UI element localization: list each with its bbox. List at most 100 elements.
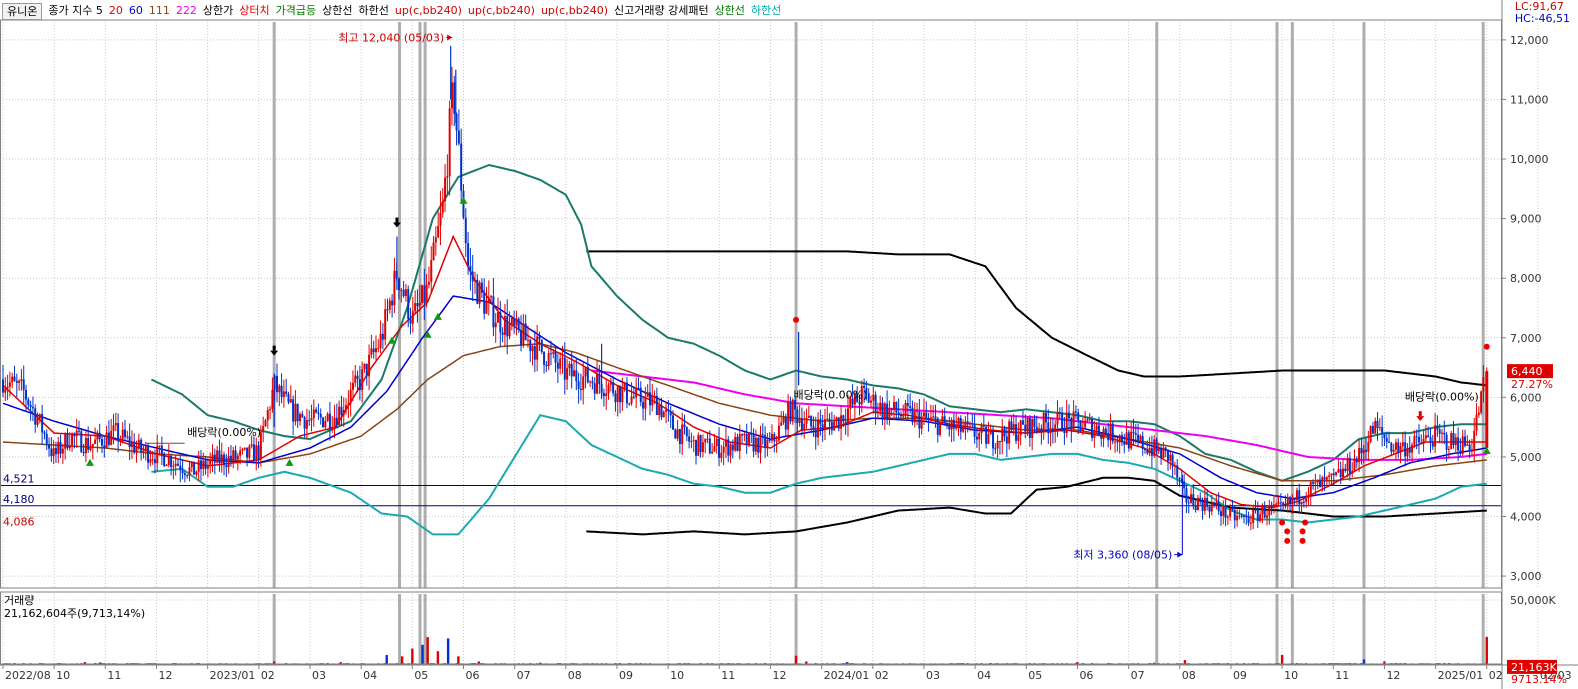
legend-item[interactable]: 111 — [148, 4, 170, 17]
candle-body — [596, 373, 599, 394]
candle-body — [296, 403, 299, 422]
legend-item[interactable]: 상한가 — [202, 4, 234, 17]
candle-body — [107, 432, 110, 445]
candle-body — [124, 429, 127, 438]
candle-body — [835, 417, 838, 422]
legend-item[interactable]: 60 — [128, 4, 143, 17]
y-tick-label: 5,000 — [1510, 451, 1542, 464]
event-line — [272, 22, 276, 588]
candle-body — [520, 329, 523, 346]
candle-body — [1367, 442, 1370, 452]
candle-body — [133, 441, 136, 453]
candle-body — [918, 410, 921, 429]
candle-body — [266, 410, 269, 421]
candle-body — [361, 369, 364, 391]
candle-body — [1084, 420, 1087, 428]
candle-body — [59, 442, 62, 454]
candle-body — [365, 363, 368, 377]
candle-body — [1362, 449, 1365, 454]
candle-body — [156, 445, 159, 464]
legend-item[interactable]: 가격급등 — [275, 4, 317, 17]
candle-body — [642, 402, 645, 409]
down-arrow-stem — [395, 217, 399, 223]
candle-body — [1171, 454, 1174, 467]
candle-body — [153, 459, 156, 464]
volume-spike — [83, 662, 87, 664]
candle-body — [1300, 501, 1303, 505]
legend-item[interactable]: 종가 지수 5 — [48, 4, 103, 17]
legend-item[interactable]: 신고거래량 강세패턴 — [613, 4, 709, 17]
legend-item[interactable]: up(c,bb240) — [467, 4, 535, 17]
candle-body — [741, 434, 744, 436]
candle-body — [635, 387, 638, 398]
candle-body — [1482, 377, 1485, 392]
candle-body — [160, 445, 163, 454]
stock-name[interactable]: 유니온 — [2, 2, 43, 20]
candle-body — [814, 430, 817, 438]
x-tick-label: 06 — [1079, 669, 1093, 682]
volume-spike — [794, 655, 798, 664]
y-tick-label: 11,000 — [1510, 93, 1549, 106]
candle-body — [810, 415, 813, 427]
volume-spike — [1280, 655, 1284, 664]
candle-body — [1137, 434, 1140, 440]
legend-item[interactable]: 20 — [108, 4, 123, 17]
candle-body — [821, 424, 824, 429]
legend-item[interactable]: 상한선 — [714, 4, 745, 17]
candle-body — [2, 379, 4, 393]
legend-item[interactable]: 하한선 — [358, 4, 389, 17]
candle-body — [45, 433, 48, 445]
x-tick-label: 10 — [670, 669, 684, 682]
candle-body — [566, 368, 569, 380]
candle-body — [1072, 411, 1075, 430]
indicator-legend: 종가 지수 5 20 60 111 222 상한가 상터치 가격급등 상한선 하한선 up(c,bb… — [48, 3, 781, 19]
candle-body — [1358, 447, 1361, 463]
legend-item[interactable]: 상터치 — [239, 4, 270, 17]
candle-body — [1346, 458, 1349, 471]
candle-body — [798, 418, 801, 423]
volume-spike — [436, 651, 440, 664]
legend-item[interactable]: up(c,bb240) — [540, 4, 608, 17]
candle-body — [1068, 412, 1071, 419]
candle-body — [1383, 433, 1386, 439]
red-signal-dot — [1299, 528, 1306, 535]
candle-body — [975, 436, 978, 440]
candle-body — [282, 391, 285, 397]
candle-body — [363, 363, 366, 370]
legend-item[interactable]: 222 — [175, 4, 197, 17]
candle-body — [112, 425, 115, 431]
candle-body — [1208, 506, 1211, 512]
candle-body — [1440, 432, 1443, 434]
candle-body — [619, 386, 622, 403]
candle-body — [71, 434, 74, 446]
candle-body — [1445, 434, 1448, 450]
candle-body — [328, 413, 331, 429]
candle-body — [1392, 449, 1395, 452]
event-line-volume — [272, 594, 276, 664]
candle-body — [347, 403, 350, 406]
support-line-label: 4,180 — [3, 493, 35, 506]
candle-body — [837, 417, 840, 429]
low-arrow-head — [1177, 551, 1183, 558]
legend-bar: 유니온 종가 지수 5 20 60 111 222 상한가 상터치 가격급등 상한선 하한선 up(… — [2, 2, 781, 20]
up-signal-triangle — [285, 458, 294, 466]
candle-body — [480, 282, 483, 293]
candle-body — [906, 403, 909, 406]
x-tick-label: 2024/01 — [824, 669, 870, 682]
dividend-label: 배당락(0.00%) — [187, 426, 261, 439]
candle-body — [1353, 458, 1356, 471]
event-line-volume — [1481, 594, 1485, 664]
candle-body — [1065, 412, 1068, 433]
candle-body — [126, 436, 129, 438]
legend-item[interactable]: 하한선 — [750, 4, 782, 17]
legend-item[interactable]: 상한선 — [322, 4, 353, 17]
signal-markers — [85, 196, 1491, 544]
legend-item[interactable]: up(c,bb240) — [394, 4, 462, 17]
candle-body — [18, 380, 21, 383]
candle-body — [570, 363, 573, 377]
candle-body — [275, 375, 278, 393]
volume-summary: 21,162,604주(9,713,14%) — [4, 607, 146, 620]
candle-body — [637, 387, 640, 389]
